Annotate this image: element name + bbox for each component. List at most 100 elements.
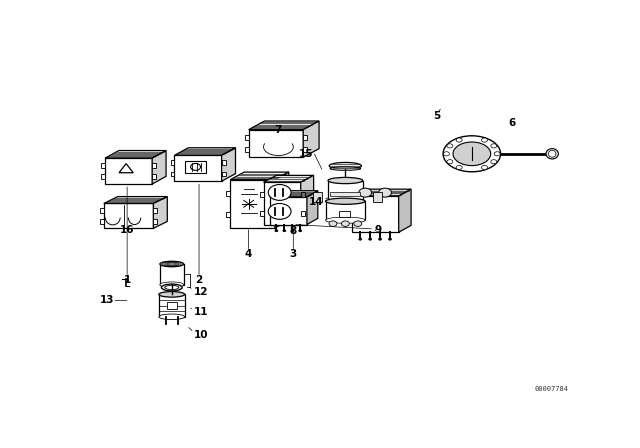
Bar [301, 211, 305, 216]
Ellipse shape [165, 285, 179, 289]
Bar [100, 208, 104, 213]
Ellipse shape [161, 284, 182, 291]
Ellipse shape [330, 167, 361, 170]
Bar [167, 302, 177, 309]
Bar [249, 129, 303, 157]
Bar [170, 160, 175, 165]
Ellipse shape [329, 163, 362, 169]
Text: 1: 1 [124, 275, 131, 285]
Polygon shape [264, 175, 314, 182]
Bar [260, 192, 264, 197]
FancyBboxPatch shape [313, 193, 322, 202]
Bar [303, 147, 307, 152]
Bar [330, 192, 360, 196]
Circle shape [359, 238, 362, 240]
Polygon shape [221, 148, 236, 181]
Text: 10: 10 [194, 330, 209, 340]
Circle shape [456, 165, 462, 170]
Bar [339, 211, 350, 217]
Polygon shape [351, 189, 411, 196]
Bar [185, 161, 207, 173]
Circle shape [494, 152, 500, 156]
Bar [269, 197, 307, 224]
Ellipse shape [548, 151, 556, 157]
Polygon shape [303, 121, 319, 157]
Bar [275, 191, 279, 196]
Text: 7: 7 [275, 125, 282, 135]
Text: 11: 11 [194, 307, 209, 318]
Ellipse shape [160, 282, 184, 288]
Text: 3: 3 [290, 249, 297, 259]
Polygon shape [152, 151, 166, 184]
Bar [244, 135, 248, 140]
Bar [154, 219, 157, 224]
Circle shape [354, 221, 362, 226]
Bar [104, 203, 154, 228]
Circle shape [456, 138, 462, 142]
Bar [152, 163, 156, 168]
Circle shape [481, 138, 488, 142]
Circle shape [275, 230, 278, 232]
Circle shape [268, 203, 291, 220]
Polygon shape [249, 121, 319, 129]
Bar [105, 158, 152, 184]
Circle shape [447, 144, 453, 148]
Bar [100, 219, 104, 224]
Polygon shape [269, 191, 318, 197]
Ellipse shape [159, 292, 185, 297]
Bar [101, 163, 105, 168]
Bar [170, 172, 175, 177]
Circle shape [359, 188, 372, 197]
Bar [264, 182, 301, 225]
Ellipse shape [546, 149, 558, 159]
FancyBboxPatch shape [372, 193, 381, 202]
Circle shape [481, 165, 488, 170]
Circle shape [291, 230, 294, 232]
Text: 15: 15 [299, 149, 313, 159]
Text: 9: 9 [374, 225, 381, 235]
Text: 12: 12 [194, 287, 209, 297]
Text: 13: 13 [100, 295, 115, 306]
Ellipse shape [328, 200, 363, 206]
Bar [101, 174, 105, 179]
Ellipse shape [328, 177, 363, 184]
Bar [159, 294, 185, 317]
Polygon shape [301, 175, 314, 225]
Text: 14: 14 [308, 197, 323, 207]
Circle shape [444, 152, 449, 156]
Circle shape [369, 238, 372, 240]
Polygon shape [175, 148, 236, 155]
Text: 00007784: 00007784 [534, 386, 568, 392]
Bar [230, 180, 275, 228]
Text: 6: 6 [508, 118, 515, 128]
Polygon shape [307, 191, 318, 224]
Bar [260, 211, 264, 216]
Circle shape [329, 221, 337, 226]
Polygon shape [154, 197, 167, 228]
Polygon shape [399, 189, 411, 232]
Bar [175, 155, 221, 181]
Polygon shape [275, 172, 289, 228]
Text: 16: 16 [120, 225, 134, 235]
Circle shape [388, 238, 392, 240]
Bar [152, 174, 156, 179]
Bar [221, 172, 225, 177]
Bar [227, 212, 230, 217]
Ellipse shape [443, 136, 500, 172]
Circle shape [299, 230, 301, 232]
Circle shape [379, 188, 392, 197]
Circle shape [379, 238, 381, 240]
Circle shape [268, 185, 291, 200]
Bar [301, 192, 305, 197]
Circle shape [447, 159, 453, 164]
Ellipse shape [326, 217, 365, 223]
Bar [244, 147, 248, 152]
Ellipse shape [159, 314, 185, 319]
Bar [275, 212, 279, 217]
Bar [328, 181, 363, 203]
Text: 5: 5 [433, 111, 441, 121]
Text: 4: 4 [245, 249, 252, 259]
Bar [326, 201, 365, 220]
Polygon shape [230, 172, 289, 180]
Text: 8: 8 [290, 226, 297, 237]
